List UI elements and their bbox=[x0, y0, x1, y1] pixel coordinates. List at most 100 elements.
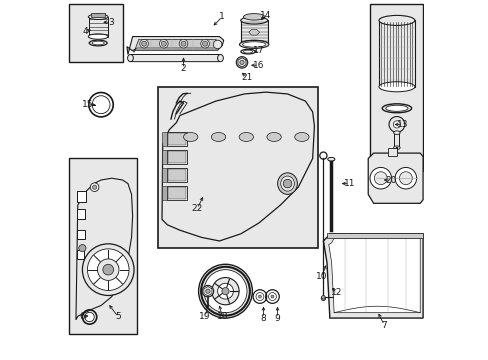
Text: 16: 16 bbox=[253, 61, 264, 70]
Circle shape bbox=[217, 283, 233, 299]
Ellipse shape bbox=[217, 54, 223, 62]
Ellipse shape bbox=[240, 17, 267, 24]
Text: 19: 19 bbox=[199, 312, 210, 321]
Circle shape bbox=[97, 259, 119, 280]
Circle shape bbox=[202, 285, 213, 297]
Circle shape bbox=[270, 295, 273, 298]
Circle shape bbox=[79, 244, 86, 252]
Bar bbox=[91, 13, 105, 17]
Polygon shape bbox=[162, 92, 314, 241]
Ellipse shape bbox=[242, 42, 265, 47]
Circle shape bbox=[392, 121, 400, 128]
Circle shape bbox=[213, 40, 222, 49]
Circle shape bbox=[222, 288, 228, 295]
Polygon shape bbox=[162, 168, 167, 182]
Ellipse shape bbox=[183, 132, 198, 141]
Circle shape bbox=[399, 172, 411, 185]
Bar bbox=[167, 186, 187, 200]
Ellipse shape bbox=[393, 131, 399, 134]
Bar bbox=[69, 158, 137, 334]
Text: 21: 21 bbox=[241, 73, 252, 82]
Ellipse shape bbox=[378, 82, 414, 92]
Circle shape bbox=[394, 167, 416, 189]
Circle shape bbox=[90, 183, 99, 192]
Circle shape bbox=[181, 41, 185, 46]
Polygon shape bbox=[162, 150, 167, 164]
Circle shape bbox=[82, 244, 134, 296]
Ellipse shape bbox=[239, 132, 253, 141]
Circle shape bbox=[203, 270, 246, 313]
Bar bbox=[387, 148, 396, 156]
Polygon shape bbox=[367, 153, 422, 203]
Polygon shape bbox=[162, 186, 167, 200]
Bar bbox=[168, 134, 185, 145]
Text: 13: 13 bbox=[396, 120, 407, 129]
Circle shape bbox=[258, 295, 261, 298]
Bar bbox=[77, 250, 84, 259]
Ellipse shape bbox=[294, 132, 308, 141]
Ellipse shape bbox=[327, 157, 334, 161]
Ellipse shape bbox=[88, 14, 108, 19]
Circle shape bbox=[201, 40, 209, 48]
Ellipse shape bbox=[127, 54, 133, 62]
Bar bbox=[158, 87, 317, 248]
Ellipse shape bbox=[280, 176, 294, 191]
Polygon shape bbox=[248, 30, 259, 35]
Circle shape bbox=[283, 179, 291, 188]
Bar bbox=[369, 4, 422, 171]
Text: 18: 18 bbox=[216, 312, 227, 321]
Bar bbox=[168, 151, 185, 163]
Circle shape bbox=[369, 167, 391, 189]
Polygon shape bbox=[132, 40, 218, 52]
Circle shape bbox=[198, 264, 252, 318]
Circle shape bbox=[159, 40, 168, 48]
Circle shape bbox=[179, 40, 187, 48]
Bar bbox=[88, 17, 108, 37]
Text: 12: 12 bbox=[331, 288, 342, 297]
Ellipse shape bbox=[277, 173, 297, 194]
Ellipse shape bbox=[266, 132, 281, 141]
Circle shape bbox=[142, 41, 146, 46]
Circle shape bbox=[388, 117, 404, 132]
Bar bbox=[394, 133, 399, 148]
Text: 5: 5 bbox=[115, 312, 121, 321]
Ellipse shape bbox=[92, 41, 104, 45]
Bar bbox=[241, 21, 267, 44]
Circle shape bbox=[202, 41, 207, 46]
Bar bbox=[69, 4, 122, 62]
Circle shape bbox=[161, 41, 166, 46]
Text: 14: 14 bbox=[260, 10, 271, 19]
Ellipse shape bbox=[385, 105, 407, 111]
Polygon shape bbox=[326, 233, 422, 238]
Bar bbox=[168, 187, 185, 199]
Text: 7: 7 bbox=[381, 321, 386, 330]
Polygon shape bbox=[126, 37, 223, 54]
Circle shape bbox=[373, 172, 386, 185]
Ellipse shape bbox=[211, 132, 225, 141]
Text: 1: 1 bbox=[219, 12, 224, 21]
Circle shape bbox=[102, 264, 113, 275]
Circle shape bbox=[140, 40, 148, 48]
Circle shape bbox=[92, 185, 97, 189]
Text: 20: 20 bbox=[385, 176, 396, 185]
Bar bbox=[77, 210, 85, 220]
Ellipse shape bbox=[393, 146, 399, 149]
Text: 10: 10 bbox=[315, 272, 326, 281]
Circle shape bbox=[321, 296, 325, 299]
Circle shape bbox=[236, 57, 247, 68]
Text: 6: 6 bbox=[80, 312, 85, 321]
Ellipse shape bbox=[85, 312, 94, 321]
Text: 17: 17 bbox=[253, 46, 264, 55]
Circle shape bbox=[87, 249, 129, 291]
Bar bbox=[378, 21, 414, 87]
Polygon shape bbox=[76, 178, 132, 320]
Polygon shape bbox=[394, 158, 399, 164]
Text: 11: 11 bbox=[343, 179, 355, 188]
Polygon shape bbox=[162, 132, 167, 146]
Bar bbox=[168, 169, 185, 181]
Circle shape bbox=[205, 289, 210, 293]
Text: 15: 15 bbox=[82, 100, 93, 109]
Circle shape bbox=[211, 278, 239, 305]
Ellipse shape bbox=[243, 14, 264, 20]
Text: 3: 3 bbox=[108, 18, 114, 27]
